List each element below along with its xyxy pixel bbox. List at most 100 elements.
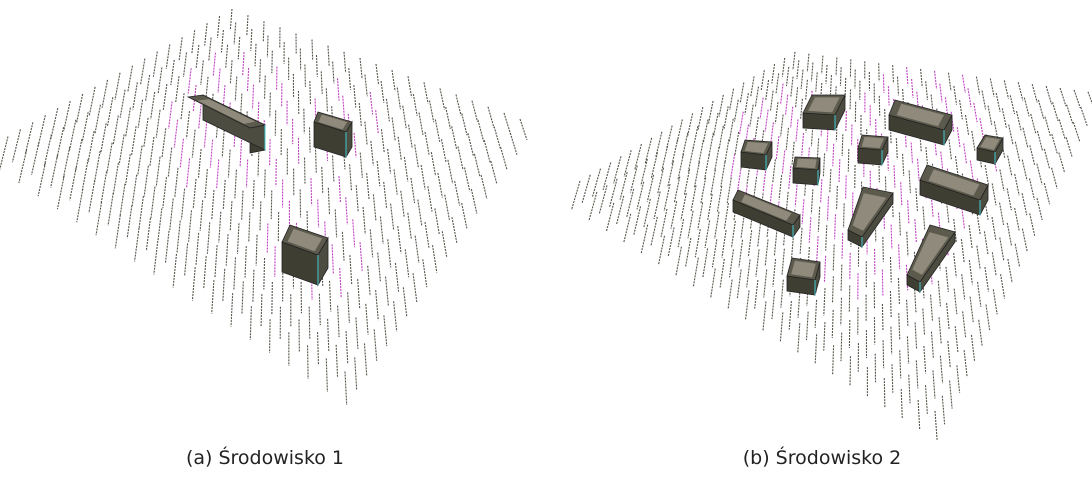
stick — [113, 115, 118, 144]
stick — [240, 140, 241, 167]
stick — [789, 301, 791, 330]
stick — [63, 147, 70, 179]
stick — [1060, 88, 1066, 106]
stick — [911, 143, 912, 164]
stick — [245, 246, 246, 277]
stick — [386, 277, 389, 306]
stick — [126, 108, 131, 137]
stick — [907, 336, 908, 363]
stick — [907, 300, 908, 326]
stick — [370, 229, 372, 257]
stick — [785, 95, 787, 116]
stick — [264, 170, 265, 198]
stick — [986, 305, 990, 330]
stick — [915, 219, 916, 243]
stick — [230, 60, 232, 84]
stick — [205, 23, 207, 45]
stick — [798, 323, 800, 352]
stick — [750, 105, 753, 127]
stick — [990, 78, 994, 96]
stick — [212, 190, 214, 220]
stick — [740, 112, 744, 134]
stick — [234, 257, 236, 289]
stick — [171, 60, 174, 85]
stick — [177, 221, 180, 253]
stick — [243, 52, 244, 75]
stick — [890, 291, 891, 317]
stick — [907, 67, 908, 85]
stick — [772, 64, 775, 83]
stick — [138, 100, 142, 128]
stick — [183, 52, 186, 76]
stick — [824, 288, 825, 315]
stick — [837, 186, 838, 210]
stick — [755, 280, 758, 309]
stick — [344, 52, 346, 73]
stick — [620, 172, 627, 199]
stick — [169, 102, 172, 129]
stick — [571, 181, 580, 210]
stick — [969, 225, 972, 248]
stick — [247, 68, 248, 92]
stick — [935, 71, 937, 89]
stick — [255, 44, 256, 66]
stick — [971, 335, 974, 361]
stick — [115, 215, 120, 249]
stick — [392, 70, 395, 91]
stick — [356, 318, 358, 349]
stick — [405, 249, 409, 277]
stick — [101, 171, 106, 203]
stick — [346, 331, 348, 363]
stick — [882, 270, 883, 296]
stick — [923, 207, 925, 230]
stick — [141, 59, 145, 85]
stick — [108, 193, 113, 226]
stick — [354, 133, 356, 157]
stick — [504, 113, 510, 134]
stick — [827, 129, 828, 151]
stick — [1037, 131, 1042, 151]
stick — [253, 180, 254, 209]
stick — [900, 350, 901, 378]
stick — [818, 207, 819, 232]
stick — [271, 190, 272, 219]
stick — [326, 358, 327, 392]
stick — [811, 63, 813, 82]
stick — [802, 199, 804, 224]
stick — [64, 101, 71, 131]
stick — [415, 236, 419, 263]
stick — [711, 269, 715, 298]
stick — [213, 53, 215, 77]
stick — [154, 241, 158, 275]
stick — [771, 122, 774, 144]
stick — [150, 137, 154, 166]
stick — [1016, 111, 1021, 130]
stick — [755, 117, 758, 139]
stick — [789, 166, 791, 190]
stick — [468, 133, 473, 155]
stick — [76, 94, 82, 123]
stick — [363, 207, 365, 234]
stick — [384, 315, 387, 346]
stick — [729, 119, 733, 142]
stick — [774, 229, 777, 255]
stick — [765, 239, 768, 266]
stick — [635, 144, 642, 170]
stick — [102, 80, 107, 108]
stick — [384, 182, 387, 208]
stick — [761, 70, 764, 90]
stick — [478, 120, 484, 142]
stick — [187, 158, 190, 187]
stick — [474, 154, 480, 177]
stick — [346, 197, 348, 224]
stick — [841, 298, 842, 325]
stick — [946, 267, 948, 292]
stick — [830, 75, 831, 94]
stick — [413, 94, 417, 116]
stick — [431, 152, 435, 176]
stick — [366, 304, 368, 335]
stick — [896, 138, 897, 159]
stick — [766, 80, 769, 100]
stick — [907, 232, 908, 256]
stick — [719, 126, 723, 149]
